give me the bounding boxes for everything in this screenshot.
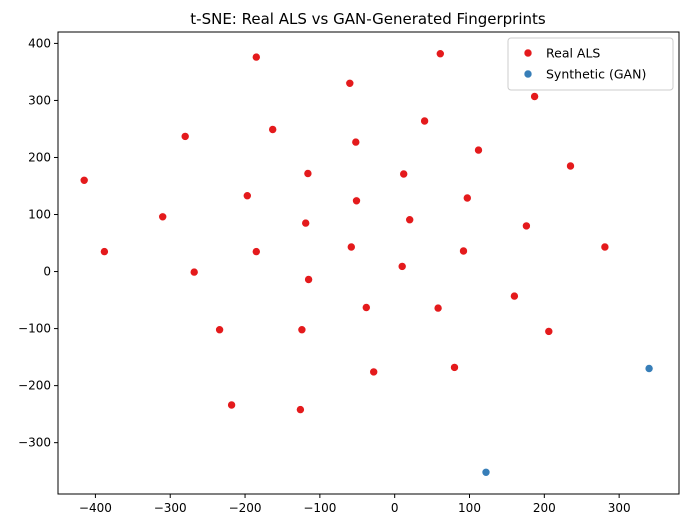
point-real-als-4 <box>189 267 199 277</box>
y-tick-label-7: 400 <box>28 36 51 50</box>
point-real-als-20 <box>361 303 371 312</box>
point-real-als-31 <box>474 145 483 155</box>
point-real-als-35 <box>544 327 554 336</box>
point-synthetic-gan-0 <box>481 467 491 477</box>
point-real-als-17 <box>346 242 356 252</box>
points-layer <box>79 49 654 477</box>
point-real-als-12 <box>297 325 307 335</box>
x-tick-label-4: 0 <box>391 501 399 515</box>
point-real-als-5 <box>215 325 224 335</box>
point-real-als-36 <box>566 161 575 171</box>
point-real-als-22 <box>397 262 407 271</box>
point-real-als-10 <box>268 125 278 134</box>
point-real-als-14 <box>303 169 313 178</box>
point-real-als-6 <box>227 400 236 410</box>
point-real-als-29 <box>459 246 468 256</box>
legend-label-real-als: Real ALS <box>546 46 600 61</box>
point-real-als-24 <box>405 215 415 224</box>
point-real-als-1 <box>100 247 109 256</box>
legend-box <box>507 37 674 91</box>
plot-frame <box>57 31 680 495</box>
x-tick-label-1: −300 <box>154 501 187 515</box>
point-real-als-3 <box>180 132 190 141</box>
point-real-als-33 <box>522 221 531 231</box>
x-axis: −400 −300 −200 −100 0 100 200 300 <box>79 494 631 515</box>
x-tick-label-6: 200 <box>533 501 556 515</box>
point-real-als-8 <box>251 52 261 62</box>
y-tick-label-3: 0 <box>43 265 51 279</box>
x-tick-label-7: 300 <box>608 501 631 515</box>
point-real-als-15 <box>304 275 313 284</box>
y-tick-label-1: −200 <box>18 379 51 393</box>
point-real-als-34 <box>530 92 539 101</box>
legend: Real ALS Synthetic (GAN) <box>507 37 674 91</box>
legend-marker-synthetic-gan <box>523 69 533 79</box>
x-tick-label-5: 100 <box>458 501 481 515</box>
y-tick-label-4: 100 <box>28 208 51 222</box>
point-real-als-30 <box>462 193 472 203</box>
point-real-als-28 <box>450 363 459 372</box>
point-real-als-7 <box>243 191 252 200</box>
x-tick-label-3: −100 <box>303 501 336 515</box>
point-real-als-26 <box>433 303 443 313</box>
point-real-als-37 <box>600 242 610 252</box>
point-real-als-27 <box>435 49 445 59</box>
point-real-als-16 <box>345 79 355 88</box>
point-real-als-2 <box>158 212 167 222</box>
point-real-als-13 <box>301 218 311 228</box>
point-real-als-21 <box>369 367 379 377</box>
legend-label-synthetic-gan: Synthetic (GAN) <box>546 67 646 82</box>
y-tick-label-5: 200 <box>28 150 51 164</box>
legend-marker-real-als <box>523 48 533 58</box>
point-real-als-23 <box>399 169 409 179</box>
chart-title: t-SNE: Real ALS vs GAN-Generated Fingerp… <box>190 10 546 28</box>
y-tick-label-6: 300 <box>28 93 51 107</box>
point-real-als-0 <box>79 176 89 185</box>
x-tick-label-2: −200 <box>229 501 262 515</box>
point-real-als-11 <box>296 405 305 414</box>
point-real-als-25 <box>420 116 429 126</box>
y-tick-label-2: −100 <box>18 322 51 336</box>
point-real-als-32 <box>510 291 519 301</box>
x-tick-label-0: −400 <box>79 501 112 515</box>
point-synthetic-gan-1 <box>644 364 654 373</box>
y-axis: −300 −200 −100 0 100 200 300 400 <box>18 36 58 450</box>
y-tick-label-0: −300 <box>18 436 51 450</box>
point-real-als-18 <box>351 137 361 147</box>
point-real-als-19 <box>352 196 361 206</box>
point-real-als-9 <box>251 247 261 256</box>
